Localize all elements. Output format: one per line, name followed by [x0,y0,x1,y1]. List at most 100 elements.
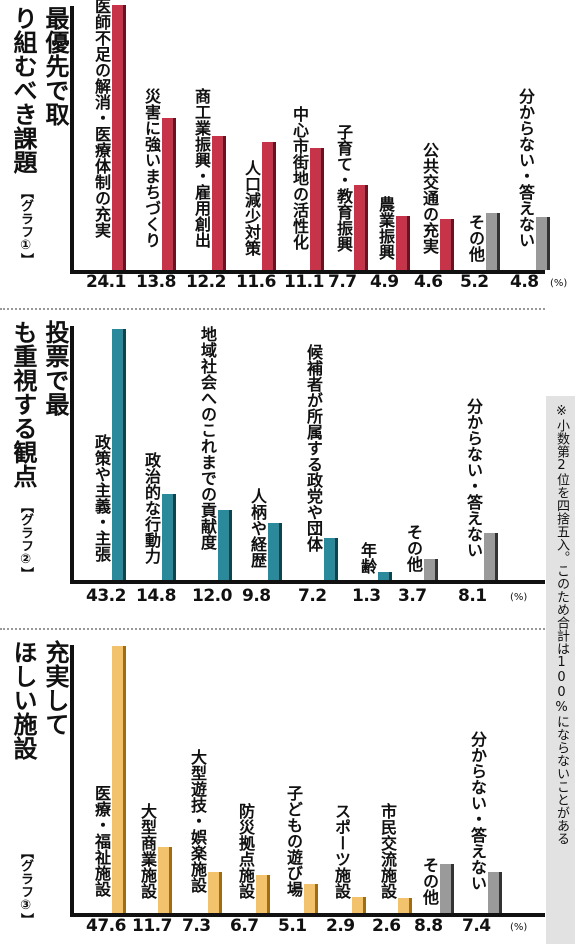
chart-2-category-label: 人柄や経歴 [248,488,267,568]
chart-2-bar [378,572,392,580]
chart-1-bar [486,213,500,270]
chart-1-category-label: 分からない・答えない [516,88,535,248]
chart-3-value-label: 2.6 [372,916,401,936]
chart-2-category-label: その他 [404,524,423,572]
chart-3-value-label: 7.4 [462,916,491,936]
chart-1-label: 【グラフ①】 [18,186,33,266]
chart-3-bar [256,875,270,913]
chart-3-bar [208,872,222,913]
chart-2-bar [162,494,176,580]
chart-2-value-label: 1.3 [352,586,381,606]
chart-1-bar [162,118,176,270]
chart-3-category-label: 子どもの遊び場 [284,785,303,897]
footnote-text: ※小数第2位を四捨五入。このため合計は100%にならないことがある [554,404,569,845]
chart-2-value-label: 43.2 [86,586,126,606]
chart-1-category-label: 中心市街地の活性化 [290,106,309,250]
chart-2-bar [268,523,282,580]
chart-1-baseline [70,270,545,274]
separator-1 [0,308,545,310]
chart-1-bar [212,136,226,270]
chart-3-bar [112,646,126,913]
chart-3-bar [158,847,172,913]
chart-3-category-label: 大型商業施設 [138,803,157,899]
chart-1-title-line1: 最優先で取 [41,6,69,126]
chart-2-baseline [70,580,545,584]
chart-3-bar [440,864,454,913]
chart-1-value-label: 4.6 [414,272,443,292]
chart-2-bar [424,559,438,580]
chart-2-axis [70,326,74,584]
chart-1-bar [354,185,368,270]
chart-3-value-label: 5.1 [278,916,307,936]
chart-3-value-label: 8.8 [414,916,443,936]
chart-3-bar [488,872,502,913]
chart-3-unit: (%) [510,922,528,933]
chart-1-value-label: 4.9 [370,272,399,292]
chart-2-title-line2: も重視する観点 [9,320,37,488]
chart-1-value-label: 13.8 [136,272,176,292]
chart-1-unit: (%) [550,278,568,289]
chart-1-value-label: 11.1 [284,272,324,292]
chart-3-category-label: スポーツ施設 [332,803,351,899]
chart-2-bar [484,533,498,580]
chart-3-category-label: 分からない・答えない [468,731,487,891]
chart-1-axis [70,6,74,274]
chart-1-bar [440,219,454,270]
chart-3-category-label: 大型遊技・娯楽施設 [188,749,207,893]
chart-1-category-label: 人口減少対策 [242,160,261,256]
chart-3-category-label: 市民交流施設 [378,803,397,899]
chart-2-category-label: 地域社会へのこれまでの貢献度 [198,326,217,550]
chart-3-category-label: 防災拠点施設 [236,803,255,899]
chart-1-category-label: 災害に強いまちづくり [142,88,161,248]
chart-2-value-label: 7.2 [298,586,327,606]
chart-1-title-line2: り組むべき課題 [9,6,37,174]
chart-2-category-label: 政治的な行動力 [142,452,161,564]
chart-3-value-label: 11.7 [132,916,172,936]
chart-3-bar [352,897,366,913]
chart-1-category-label: 商工業振興・雇用創出 [192,88,211,248]
chart-1-value-label: 12.2 [186,272,226,292]
chart-3-category-label: その他 [420,857,439,905]
chart-2-value-label: 12.0 [192,586,232,606]
chart-3-value-label: 2.9 [326,916,355,936]
chart-2-value-label: 3.7 [398,586,427,606]
chart-1-value-label: 7.7 [328,272,357,292]
chart-2-value-label: 14.8 [136,586,176,606]
chart-1-bar [396,216,410,270]
chart-3-bar [398,898,412,913]
chart-3-value-label: 6.7 [230,916,259,936]
chart-1-bar [310,148,324,270]
chart-1-value-label: 24.1 [86,272,126,292]
chart-2-value-label: 9.8 [242,586,271,606]
chart-1-category-label: 医師不足の解消・医療体制の充実 [92,0,111,238]
chart-2-bar [112,329,126,580]
chart-1-bar [262,142,276,270]
chart-3-title-line1: 充実して [41,640,69,736]
chart-2-category-label: 候補者が所属する政党や団体 [304,344,323,552]
chart-1-category-label: 農業振興 [376,196,395,260]
chart-2-category-label: 分からない・答えない [464,398,483,558]
chart-1-value-label: 5.2 [460,272,489,292]
chart-2-label: 【グラフ②】 [18,500,33,580]
chart-2-value-label: 8.1 [458,586,487,606]
chart-3-title-line2: ほしい施設 [9,640,37,760]
chart-2-unit: (%) [510,592,528,603]
footnote-box: ※小数第2位を四捨五入。このため合計は100%にならないことがある [546,396,575,944]
chart-1-category-label: 子育て・教育振興 [334,124,353,252]
chart-2-bar [218,510,232,580]
chart-3-bar [304,884,318,913]
separator-2 [0,628,545,630]
chart-1-value-label: 11.6 [236,272,276,292]
chart-1-bar [536,217,550,270]
chart-3-value-label: 7.3 [182,916,211,936]
chart-1-category-label: 公共交通の充実 [420,142,439,254]
chart-2-title-line1: 投票で最 [41,320,69,416]
chart-3-category-label: 医療・福祉施設 [92,785,111,897]
chart-2-bar [324,538,338,580]
chart-3-axis [70,645,74,917]
chart-1-category-label: その他 [466,214,485,262]
chart-3-value-label: 47.6 [86,916,126,936]
chart-3-baseline [70,913,545,917]
chart-1-bar [112,5,126,270]
chart-3-label: 【グラフ③】 [18,846,33,926]
